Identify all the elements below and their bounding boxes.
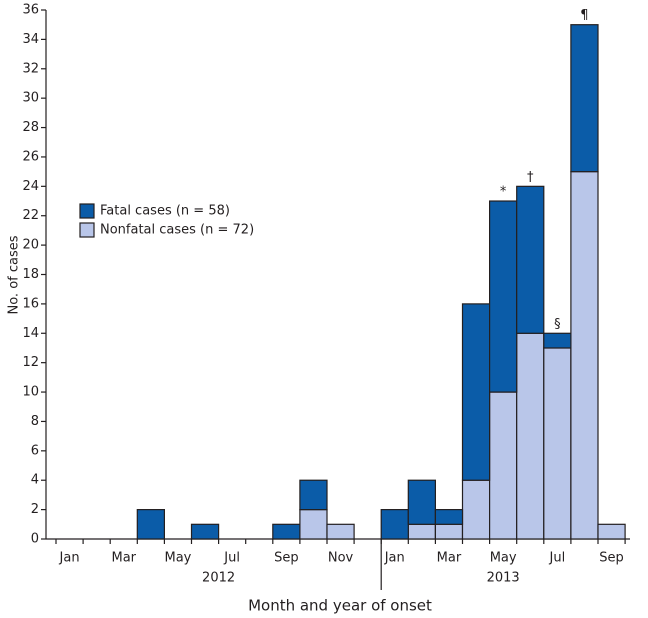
y-tick-label: 30	[22, 91, 39, 106]
bar-segment	[434, 523, 464, 540]
x-tick-label: Mar	[437, 551, 462, 566]
bar-annotation: §	[554, 317, 561, 332]
x-tick-label: May	[165, 551, 192, 566]
bar-segment	[299, 509, 328, 540]
bar-segment	[516, 332, 545, 540]
bar-segment	[299, 479, 328, 511]
x-tick-label: May	[490, 551, 517, 566]
legend-label: Fatal cases (n = 58)	[100, 204, 230, 219]
y-tick-label: 34	[22, 32, 39, 47]
y-tick-label: 36	[22, 3, 39, 18]
bar-segment	[543, 347, 572, 540]
x-tick-label: Jul	[549, 551, 566, 566]
bar-segment	[380, 509, 409, 540]
y-tick-label: 18	[22, 267, 39, 282]
bar-segment	[434, 509, 464, 525]
y-tick-label: 26	[22, 149, 39, 164]
legend-swatch	[79, 203, 95, 219]
x-tick-label: Sep	[599, 551, 624, 566]
y-tick-label: 12	[22, 355, 39, 370]
bar-segment	[461, 303, 491, 481]
bar-segment	[516, 185, 545, 334]
y-tick-label: 20	[22, 238, 39, 253]
bar-segment	[543, 332, 572, 349]
x-tick-label: Mar	[111, 551, 136, 566]
y-tick-label: 8	[31, 414, 39, 429]
y-tick-label: 2	[31, 502, 39, 517]
bar-segment	[570, 171, 599, 540]
bar-segment	[326, 523, 355, 540]
bar-annotation: *	[500, 185, 507, 200]
bar-segment	[190, 523, 220, 540]
x-tick-label: Jul	[223, 551, 240, 566]
y-tick-label: 16	[22, 296, 39, 311]
x-tick-label: Nov	[328, 551, 354, 566]
legend-label: Nonfatal cases (n = 72)	[100, 223, 254, 238]
y-tick-label: 6	[31, 443, 39, 458]
x-axis-label: Month and year of onset	[248, 597, 432, 615]
bar-segment	[407, 479, 436, 525]
y-tick-label: 32	[22, 61, 39, 76]
bar-annotation: ¶	[580, 8, 588, 23]
y-tick-label: 22	[22, 208, 39, 223]
y-axis-label: No. of cases	[7, 235, 22, 314]
bar-segment	[461, 479, 491, 540]
bar-segment	[489, 200, 518, 393]
bar-annotation: †	[527, 170, 534, 185]
bar-segment	[489, 391, 518, 540]
bar-segment	[407, 523, 436, 540]
year-label: 2013	[487, 571, 520, 586]
bar-segment	[597, 523, 626, 540]
x-tick-label: Jan	[59, 551, 80, 566]
y-tick-label: 10	[22, 385, 39, 400]
year-label: 2012	[202, 571, 235, 586]
legend-swatch	[79, 222, 95, 238]
bar-segment	[136, 509, 166, 540]
y-tick-label: 0	[31, 532, 39, 547]
x-tick-label: Jan	[384, 551, 405, 566]
x-tick-label: Sep	[274, 551, 299, 566]
y-tick-label: 4	[31, 473, 39, 488]
bar-segment	[272, 523, 301, 540]
bar-segment	[570, 24, 599, 173]
y-tick-label: 28	[22, 120, 39, 135]
y-tick-label: 14	[22, 326, 39, 341]
y-tick-label: 24	[22, 179, 39, 194]
